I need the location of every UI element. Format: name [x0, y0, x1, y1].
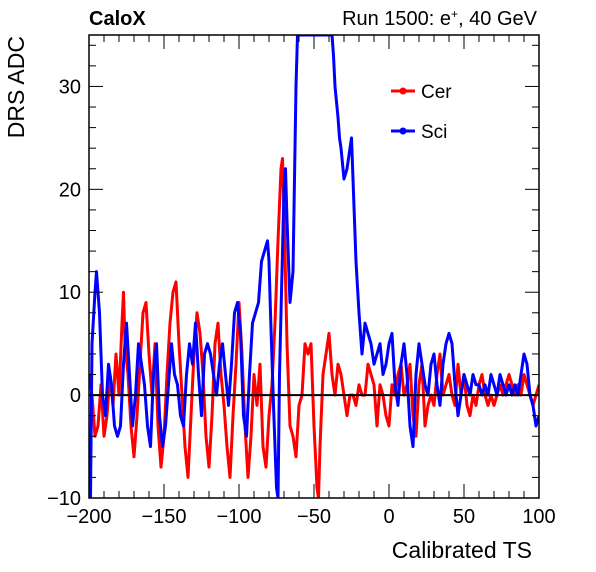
legend: Cer Sci	[391, 82, 452, 143]
axis-ticks	[88, 35, 540, 499]
y-tick-label: −10	[47, 488, 81, 510]
y-tick-label: 0	[70, 385, 81, 407]
legend-label-sci: Sci	[421, 122, 447, 143]
plot-frame	[88, 34, 540, 499]
legend-label-cer: Cer	[421, 82, 452, 103]
experiment-label: CaloX	[89, 8, 146, 30]
x-tick-label: 0	[383, 506, 394, 528]
legend-marker-sci	[399, 127, 407, 135]
legend-marker-cer	[399, 87, 407, 95]
x-tick-label: −100	[216, 506, 261, 528]
series-layer	[89, 35, 539, 498]
run-info-label: Run 1500: e+, 40 GeV	[342, 7, 538, 30]
y-tick-label: 10	[59, 282, 81, 304]
x-tick-label: −150	[141, 506, 186, 528]
y-tick-label: 30	[59, 76, 81, 98]
x-axis-title: Calibrated TS	[392, 537, 532, 563]
y-tick-label: 20	[59, 179, 81, 201]
x-tick-label: 100	[522, 506, 555, 528]
x-tick-label: −200	[66, 506, 111, 528]
x-tick-label: −50	[297, 506, 331, 528]
series-line-sci	[89, 35, 539, 498]
x-tick-label: 50	[453, 506, 475, 528]
y-axis-title: DRS ADC	[3, 36, 29, 138]
